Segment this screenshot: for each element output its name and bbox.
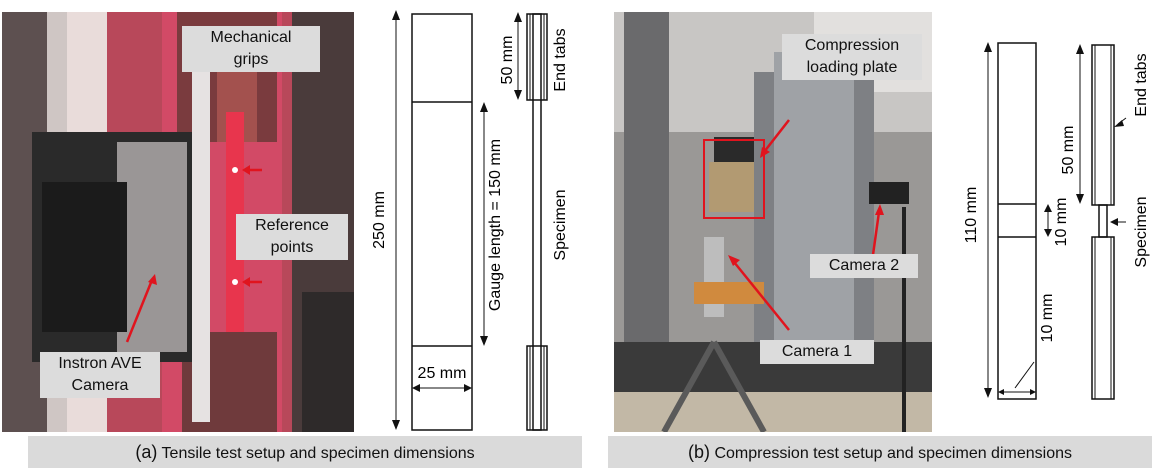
compression-tab-length: 50 mm [1060,126,1077,175]
compression-gauge-length: 10 mm [1053,198,1070,247]
camera1-label-text: Camera 1 [781,343,853,360]
caption-tensile: (a) Tensile test setup and specimen dime… [28,436,582,468]
caption-a-letter: (a) [135,442,158,462]
camera2-label: Camera 2 [810,254,918,278]
caption-compression: (b) Compression test setup and specimen … [608,436,1152,468]
grips-label-line2: grips [233,51,269,68]
instron-camera-label: Instron AVE Camera [40,352,160,398]
ref-label-line1: Reference [255,217,329,234]
compression-width: 10 mm [1039,294,1056,343]
compression-plate-label: Compression loading plate [782,34,922,80]
grips-label-line1: Mechanical [210,29,292,46]
caption-a-text: Tensile test setup and specimen dimensio… [161,445,475,462]
camera2-label-text: Camera 2 [828,257,900,274]
mechanical-grips-label: Mechanical grips [182,26,320,72]
ref-label-line2: points [270,239,314,256]
tensile-gauge-length: Gauge length = 150 mm [487,139,504,311]
cam-label-line1: Instron AVE [58,355,142,372]
compression-end-tabs-label: End tabs [1133,53,1150,116]
compression-total-length: 110 mm [963,187,980,244]
reference-points-label: Reference points [236,214,348,260]
compression-specimen-label: Specimen [1133,196,1150,267]
plate-label-line2: loading plate [806,59,898,76]
caption-b-letter: (b) [688,442,711,462]
cam-label-line2: Camera [71,377,129,394]
tensile-specimen-diagram: 250 mm Gauge length = 150 mm 25 mm 50 mm… [371,10,569,431]
tensile-total-length: 250 mm [371,191,388,249]
plate-label-line1: Compression [804,37,900,54]
tensile-tab-length: 50 mm [499,36,516,85]
compression-specimen-diagram: 110 mm 10 mm 10 mm 50 mm End tabs Specim… [963,42,1150,400]
tensile-width: 25 mm [418,365,467,382]
caption-b-text: Compression test setup and specimen dime… [714,445,1072,462]
tensile-specimen-label: Specimen [552,189,569,260]
tensile-end-tabs-label: End tabs [552,28,569,91]
camera1-label: Camera 1 [760,340,874,364]
